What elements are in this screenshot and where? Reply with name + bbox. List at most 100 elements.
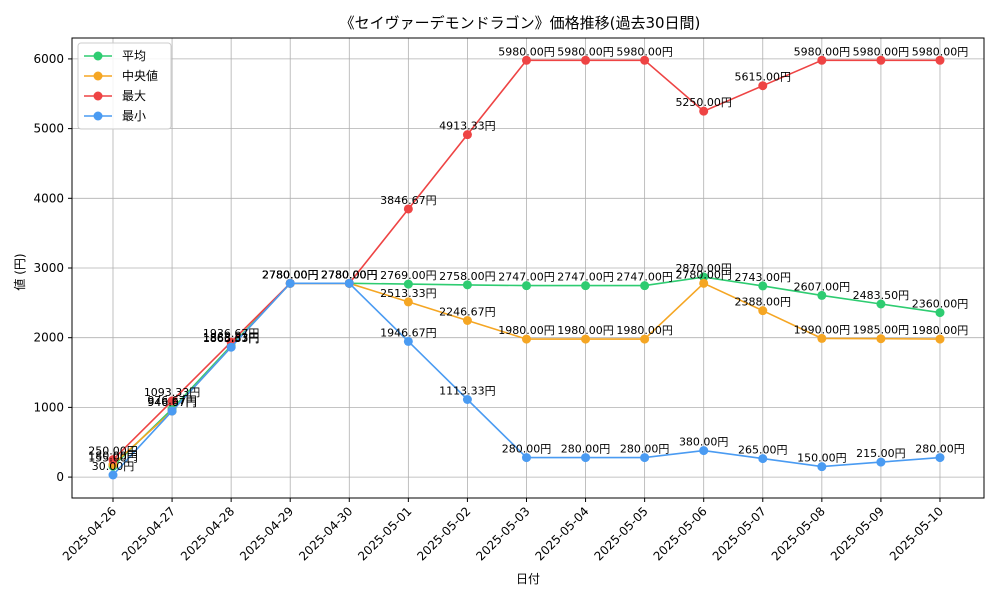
data-point [876, 299, 886, 309]
y-tick-label: 1000 [33, 400, 64, 414]
data-label: 280.00円 [561, 443, 611, 456]
data-label: 380.00円 [679, 436, 729, 449]
legend-box [77, 42, 172, 130]
data-label: 1985.00円 [853, 324, 910, 337]
data-point [817, 290, 827, 300]
data-point [462, 316, 472, 326]
data-label: 5980.00円 [616, 45, 673, 58]
data-point [640, 453, 650, 463]
data-label: 280.00円 [620, 443, 670, 456]
data-point [758, 306, 768, 316]
x-tick-label: 2025-05-08 [769, 504, 828, 563]
data-point [640, 334, 650, 344]
data-label: 976.67円 [147, 394, 197, 407]
x-tick-label: 2025-05-07 [710, 504, 769, 563]
data-label: 2758.00円 [439, 270, 496, 283]
data-label: 5615.00円 [735, 71, 792, 84]
data-label: 155.00円 [88, 451, 138, 464]
data-label: 2747.00円 [557, 271, 614, 284]
data-label: 5980.00円 [794, 45, 851, 58]
y-axis-ticks: 0 1000 2000 3000 4000 5000 6000 [33, 52, 72, 484]
data-label: 250.00円 [88, 445, 138, 458]
data-label: 2769.00円 [380, 269, 437, 282]
x-tick-label: 2025-05-06 [651, 504, 710, 563]
legend-marker [93, 51, 103, 61]
y-tick-label: 6000 [33, 52, 64, 66]
data-label: 946.67円 [147, 396, 197, 409]
data-point [699, 272, 709, 282]
data-label: 2780.00円 [321, 268, 378, 281]
data-point [758, 81, 768, 91]
x-tick-label: 2025-04-29 [237, 504, 296, 563]
y-tick-label: 4000 [33, 191, 64, 205]
data-point [403, 279, 413, 289]
y-tick-label: 5000 [33, 122, 64, 136]
data-point [521, 55, 531, 65]
legend-marker [93, 71, 103, 81]
data-point [817, 55, 827, 65]
data-label: 1946.67円 [380, 326, 437, 339]
data-label: 2360.00円 [912, 298, 969, 311]
data-point [521, 453, 531, 463]
data-label: 180.00円 [88, 450, 138, 463]
data-point [876, 334, 886, 344]
legend-marker [93, 111, 103, 121]
legend-label: 平均 [122, 49, 146, 63]
data-label: 1093.33円 [144, 386, 201, 399]
x-tick-label: 2025-05-01 [355, 504, 414, 563]
data-point [108, 470, 118, 480]
data-point [581, 334, 591, 344]
data-label: 2747.00円 [616, 271, 673, 284]
data-point [935, 55, 945, 65]
data-label: 2607.00円 [794, 280, 851, 293]
data-point [167, 396, 177, 406]
data-point [403, 336, 413, 346]
data-point [758, 281, 768, 291]
data-label: 1936.67円 [203, 327, 260, 340]
data-label: 2780.00円 [262, 268, 319, 281]
chart-title: 《セイヴァーデモンドラゴン》価格推移(過去30日間) [340, 14, 701, 32]
data-label: 2780.00円 [321, 268, 378, 281]
data-point [817, 462, 827, 472]
data-point [521, 334, 531, 344]
data-point [462, 394, 472, 404]
data-point [403, 204, 413, 214]
data-label: 2780.00円 [321, 268, 378, 281]
data-point [581, 453, 591, 463]
data-label: 2870.00円 [675, 262, 732, 275]
x-tick-label: 2025-05-09 [828, 504, 887, 563]
data-point [935, 308, 945, 318]
series-group [108, 55, 945, 480]
data-point [699, 278, 709, 288]
data-point [167, 406, 177, 416]
data-label: 5980.00円 [912, 45, 969, 58]
data-point [699, 446, 709, 456]
data-label: 1866.67円 [203, 332, 260, 345]
x-axis-ticks: 2025-04-26 2025-04-27 2025-04-28 2025-04-29… [60, 498, 946, 563]
data-label: 5250.00円 [675, 96, 732, 109]
data-label: 2743.00円 [735, 271, 792, 284]
x-axis-label: 日付 [516, 572, 540, 586]
data-label: 946.67円 [147, 396, 197, 409]
data-label: 3846.67円 [380, 194, 437, 207]
data-label: 5980.00円 [557, 45, 614, 58]
data-label: 1980.00円 [498, 324, 555, 337]
data-label: 5980.00円 [498, 45, 555, 58]
data-point [876, 55, 886, 65]
data-label: 2780.00円 [262, 268, 319, 281]
x-tick-label: 2025-05-02 [414, 504, 473, 563]
legend-label: 中央値 [122, 68, 158, 83]
legend-marker [93, 91, 103, 101]
data-label: 2388.00円 [735, 296, 792, 309]
data-point [640, 281, 650, 291]
y-tick-label: 0 [56, 470, 64, 484]
data-label: 1980.00円 [912, 324, 969, 337]
data-point [935, 334, 945, 344]
data-label: 2780.00円 [262, 268, 319, 281]
data-point [817, 333, 827, 343]
data-label: 1990.00円 [794, 323, 851, 336]
x-tick-label: 2025-04-28 [178, 504, 237, 563]
data-label: 280.00円 [502, 443, 552, 456]
data-label: 1980.00円 [557, 324, 614, 337]
